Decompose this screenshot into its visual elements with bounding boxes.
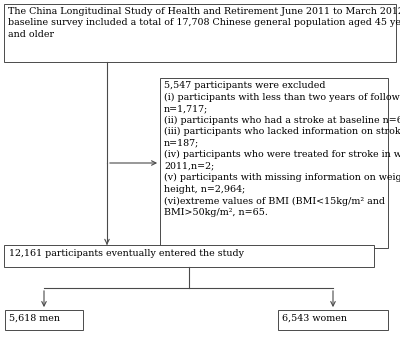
Text: 5,547 participants were excluded
(i) participants with less than two years of fo: 5,547 participants were excluded (i) par… bbox=[164, 81, 400, 217]
Text: 5,618 men: 5,618 men bbox=[9, 314, 60, 323]
Text: The China Longitudinal Study of Health and Retirement June 2011 to March 2012
ba: The China Longitudinal Study of Health a… bbox=[8, 7, 400, 39]
Bar bbox=[4, 245, 374, 267]
Bar bbox=[5, 310, 83, 330]
Text: 6,543 women: 6,543 women bbox=[282, 314, 347, 323]
Bar bbox=[4, 4, 396, 62]
Bar bbox=[278, 310, 388, 330]
Text: 12,161 participants eventually entered the study: 12,161 participants eventually entered t… bbox=[9, 249, 244, 258]
Bar bbox=[160, 78, 388, 248]
